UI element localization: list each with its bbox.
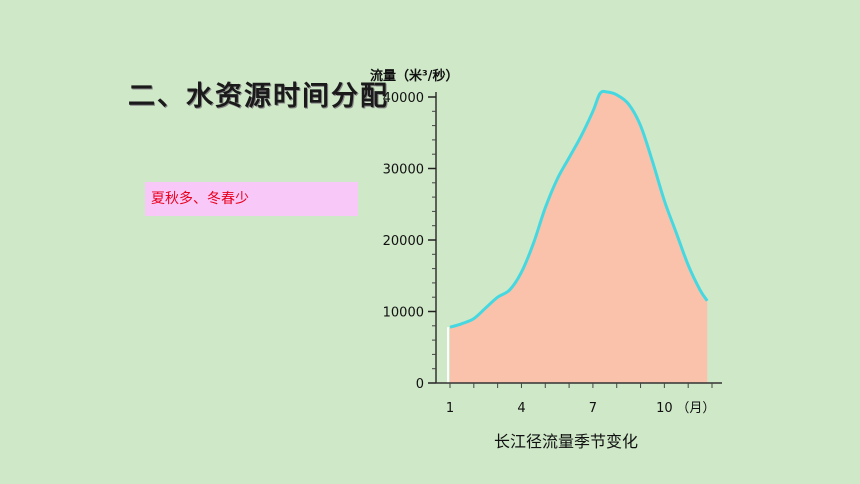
x-tick-label: 1: [446, 401, 454, 416]
chart-caption: 长江径流量季节变化: [494, 432, 639, 451]
y-tick-label: 30000: [383, 163, 424, 178]
x-tick-label: 4: [517, 401, 525, 416]
y-tick-label: 40000: [383, 91, 424, 106]
note-box: 夏秋多、冬春少: [145, 182, 358, 216]
y-tick-label: 10000: [383, 306, 424, 321]
x-tick-label: 10: [656, 401, 673, 416]
y-tick-label: 0: [416, 377, 424, 392]
slide-title: 二、水资源时间分配: [128, 81, 389, 112]
y-axis-label: 流量（米³/秒）: [370, 68, 458, 84]
flow-area: [450, 91, 708, 383]
x-unit-label: （月）: [676, 401, 715, 416]
x-tick-label: 7: [589, 401, 597, 416]
flow-curve: [449, 89, 709, 329]
y-tick-label: 20000: [383, 234, 424, 249]
